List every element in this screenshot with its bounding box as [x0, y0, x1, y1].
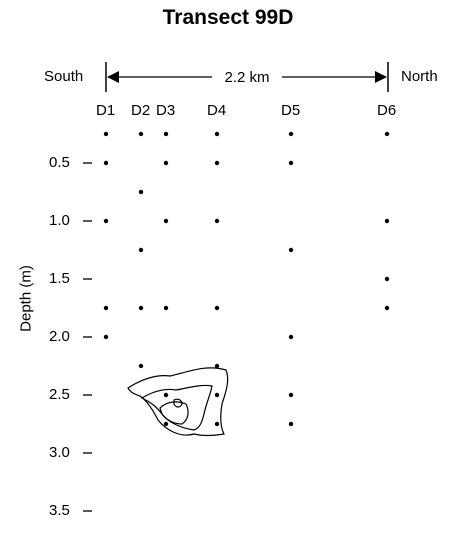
depth-tick-label: 2.0: [49, 328, 70, 345]
south-label: South: [44, 68, 84, 85]
sample-points: [103, 131, 390, 427]
distance-label: 2.2 km: [224, 69, 269, 86]
station-label-d4: D4: [207, 102, 227, 119]
sample-point-d5: [288, 131, 294, 137]
sample-point-d3: [163, 392, 169, 398]
depth-tick-label: 3.0: [49, 444, 70, 461]
contour-outer: [127, 367, 229, 437]
sample-point-d1: [103, 160, 109, 166]
sample-point-d3: [163, 160, 169, 166]
north-label: North: [401, 68, 438, 85]
sample-point-d2: [138, 247, 144, 253]
depth-tick-marks: [83, 162, 92, 512]
sample-point-d3: [163, 421, 169, 427]
depth-tick-label: 0.5: [49, 154, 70, 171]
sample-point-d3: [163, 305, 169, 311]
depth-tick-label: 1.0: [49, 212, 70, 229]
sample-point-d4: [214, 131, 220, 137]
sample-point-d6: [384, 305, 390, 311]
sample-point-d5: [288, 334, 294, 340]
sample-point-d2: [138, 189, 144, 195]
sample-point-d4: [214, 421, 220, 427]
sample-point-d5: [288, 247, 294, 253]
sample-point-d4: [214, 305, 220, 311]
sample-point-d3: [163, 218, 169, 224]
sample-point-d1: [103, 218, 109, 224]
station-label-d1: D1: [96, 102, 116, 119]
depth-tick-label: 1.5: [49, 270, 70, 287]
contour-core: [173, 398, 183, 408]
sample-point-d1: [103, 305, 109, 311]
arrowhead-south: [107, 71, 119, 83]
sample-point-d2: [138, 305, 144, 311]
sample-point-d4: [214, 160, 220, 166]
sample-point-d6: [384, 276, 390, 282]
sample-point-d3: [163, 131, 169, 137]
sample-point-d6: [384, 218, 390, 224]
sample-point-d6: [384, 131, 390, 137]
sample-point-d4: [214, 218, 220, 224]
station-label-d3: D3: [156, 102, 176, 119]
station-label-d2: D2: [131, 102, 151, 119]
sample-point-d4: [214, 363, 220, 369]
depth-tick-label: 2.5: [49, 386, 70, 403]
depth-tick-label: 3.5: [49, 502, 70, 519]
station-label-d5: D5: [281, 102, 301, 119]
sample-point-d2: [138, 131, 144, 137]
sample-point-d1: [103, 131, 109, 137]
sample-point-d5: [288, 160, 294, 166]
contour-inner: [159, 401, 189, 425]
arrowhead-north: [375, 71, 387, 83]
sample-point-d1: [103, 334, 109, 340]
sample-point-d5: [288, 421, 294, 427]
sample-point-d2: [138, 363, 144, 369]
sample-point-d4: [214, 392, 220, 398]
sample-point-d5: [288, 392, 294, 398]
concentration-contours: [127, 367, 229, 437]
station-label-d6: D6: [377, 102, 397, 119]
figure-title: Transect 99D: [162, 6, 294, 29]
